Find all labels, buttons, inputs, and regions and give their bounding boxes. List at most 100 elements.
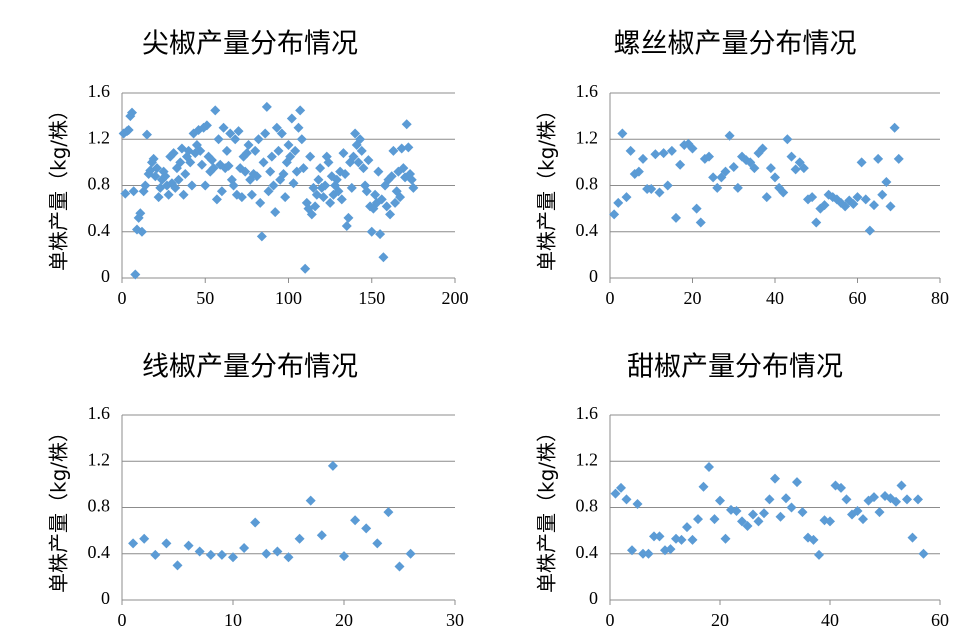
data-point (278, 168, 289, 179)
y-tick-label: 1.2 (576, 449, 599, 469)
data-point (665, 544, 676, 555)
data-point (715, 495, 725, 506)
data-point (704, 151, 714, 162)
data-point (616, 482, 626, 493)
data-point (160, 171, 171, 182)
data-point (306, 209, 317, 220)
data-point (676, 534, 687, 545)
data-point (401, 119, 412, 130)
data-point (864, 225, 875, 236)
data-point (153, 192, 164, 203)
data-point (273, 145, 284, 156)
data-point (350, 128, 361, 139)
data-point (724, 130, 735, 141)
data-point (183, 540, 194, 551)
data-point (185, 157, 196, 168)
data-point (390, 197, 401, 208)
data-point (792, 477, 802, 488)
chart-title: 甜椒产量分布情况 (627, 352, 843, 383)
data-point (266, 151, 277, 162)
data-point (268, 180, 279, 191)
data-point (136, 226, 147, 237)
data-point (286, 113, 297, 124)
data-point (698, 481, 709, 492)
data-point (848, 199, 859, 209)
data-point (728, 162, 739, 172)
x-tick-label: 0 (118, 288, 127, 308)
data-point (885, 201, 896, 212)
x-tick-label: 150 (358, 288, 385, 308)
data-point (687, 534, 698, 545)
x-tick-label: 20 (684, 288, 702, 308)
data-point (150, 171, 161, 182)
data-point (178, 189, 189, 200)
data-point (341, 220, 352, 231)
data-point (786, 502, 797, 513)
data-point (372, 538, 383, 549)
x-tick-label: 50 (196, 288, 214, 308)
data-point (216, 186, 227, 197)
data-point (646, 183, 657, 194)
data-point (161, 538, 172, 549)
data-point (737, 516, 747, 527)
data-point (213, 134, 224, 145)
data-point (770, 473, 780, 484)
data-point (210, 105, 221, 116)
data-point (759, 508, 769, 519)
data-point (691, 203, 702, 214)
data-point (675, 159, 686, 170)
data-point (350, 515, 361, 526)
x-tick-label: 0 (118, 610, 127, 630)
data-point (180, 168, 191, 179)
data-point (170, 182, 181, 193)
data-point (874, 507, 885, 518)
data-point (216, 549, 227, 560)
data-point (128, 186, 139, 197)
data-point (841, 494, 852, 505)
data-point (294, 533, 305, 544)
data-point (358, 163, 369, 174)
data-point (907, 532, 918, 543)
data-point (814, 549, 824, 560)
data-point (128, 538, 139, 549)
data-point (265, 166, 276, 177)
data-point (206, 155, 217, 166)
data-point (320, 180, 331, 191)
data-point (852, 505, 863, 516)
data-point (251, 171, 262, 182)
data-point (236, 192, 247, 203)
data-point (395, 192, 406, 203)
data-point (790, 164, 801, 175)
data-point (283, 552, 294, 563)
data-point (218, 122, 229, 133)
data-point (881, 177, 892, 188)
data-point (196, 159, 207, 170)
data-point (869, 492, 879, 503)
data-point (221, 145, 232, 156)
data-point (860, 194, 871, 205)
data-point (748, 509, 758, 520)
data-point (385, 209, 396, 220)
y-tick-label: 0.8 (576, 496, 599, 516)
data-point (720, 533, 731, 544)
y-tick-label: 1.2 (88, 127, 111, 147)
data-point (370, 189, 381, 200)
y-tick-label: 1.2 (576, 127, 599, 147)
data-point (361, 523, 372, 534)
x-tick-label: 40 (821, 610, 839, 630)
data-point (873, 153, 884, 164)
data-point (325, 197, 336, 208)
x-tick-label: 60 (931, 610, 949, 630)
y-tick-label: 0.4 (576, 220, 599, 240)
data-point (255, 197, 266, 208)
data-point (291, 166, 302, 177)
data-point (627, 545, 637, 556)
data-point (258, 157, 269, 168)
data-point (671, 212, 681, 223)
data-point (296, 134, 307, 145)
data-point (246, 189, 257, 200)
data-point (261, 101, 272, 112)
data-point (315, 163, 326, 174)
chart-title: 螺丝椒产量分布情况 (614, 29, 857, 60)
